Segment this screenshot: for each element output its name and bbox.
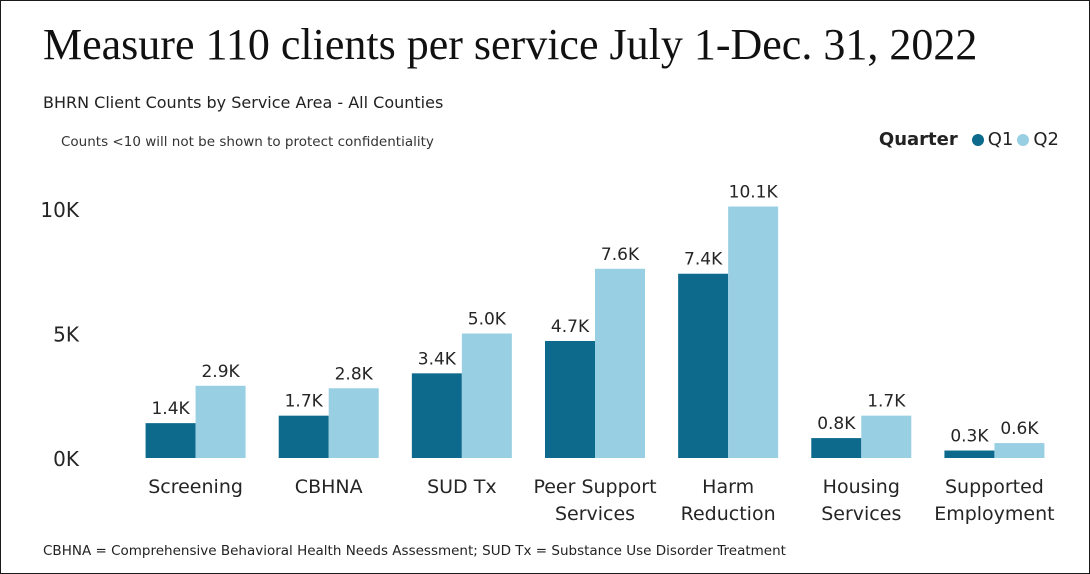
data-label-q1-0: 1.4K — [151, 399, 190, 419]
bar-q1-2 — [411, 373, 462, 458]
page-title: Measure 110 clients per service July 1-D… — [43, 20, 978, 69]
data-label-q1-4: 7.4K — [684, 250, 723, 270]
x-tick-label-3-0: Peer Support — [533, 476, 656, 498]
bar-q2-6 — [994, 443, 1045, 458]
footnote: CBHNA = Comprehensive Behavioral Health … — [43, 543, 786, 559]
legend-label-q1: Q1 — [987, 129, 1014, 150]
bar-q2-3 — [595, 268, 645, 458]
y-tick-label-1: 5K — [53, 323, 80, 347]
bar-q2-2 — [461, 333, 512, 458]
x-tick-label-0-0: Screening — [148, 476, 243, 498]
data-label-q1-2: 3.4K — [418, 349, 457, 369]
data-label-q2-1: 2.8K — [335, 364, 374, 384]
legend-swatch-q2 — [1017, 133, 1030, 146]
legend-item-q2: Q2 — [1017, 129, 1059, 150]
legend-item-q1: Q1 — [971, 129, 1014, 150]
legend-swatch-q1 — [971, 133, 984, 146]
data-label-q1-5: 0.8K — [817, 414, 856, 434]
data-label-q2-3: 7.6K — [601, 245, 640, 265]
data-label-q2-0: 2.9K — [201, 362, 240, 382]
x-tick-label-6-1: Employment — [934, 503, 1054, 525]
legend-label-q2: Q2 — [1033, 129, 1059, 150]
bar-q1-6 — [944, 450, 995, 458]
data-label-q2-5: 1.7K — [867, 392, 906, 412]
legend: Quarter Q1 Q2 — [879, 129, 1059, 150]
bar-q1-0 — [145, 423, 196, 458]
data-label-q2-2: 5.0K — [468, 310, 507, 330]
chart-subtitle: BHRN Client Counts by Service Area - All… — [43, 93, 444, 112]
bar-q2-4 — [728, 206, 779, 458]
bar-q2-0 — [195, 385, 246, 458]
data-label-q1-6: 0.3K — [950, 427, 989, 447]
data-label-q2-4: 10.1K — [729, 183, 779, 203]
x-tick-label-5-1: Services — [821, 503, 901, 525]
x-tick-label-4-1: Reduction — [681, 503, 776, 525]
x-tick-label-5-0: Housing — [823, 476, 900, 498]
y-tick-label-0: 0K — [53, 447, 80, 471]
x-tick-label-3-1: Services — [555, 503, 635, 525]
legend-title: Quarter — [878, 129, 958, 150]
bar-q1-5 — [811, 438, 862, 458]
data-label-q1-1: 1.7K — [285, 392, 324, 412]
x-tick-label-6-0: Supported — [945, 476, 1044, 498]
bar-q1-1 — [278, 415, 329, 458]
x-tick-label-1-0: CBHNA — [295, 476, 363, 498]
data-label-q2-6: 0.6K — [1000, 419, 1039, 439]
confidentiality-note: Counts <10 will not be shown to protect … — [61, 134, 434, 150]
x-tick-label-2-0: SUD Tx — [427, 476, 497, 498]
bar-q2-5 — [861, 415, 912, 458]
x-tick-label-4-0: Harm — [702, 476, 754, 498]
bar-q1-3 — [545, 340, 595, 458]
data-label-q1-3: 4.7K — [551, 317, 590, 337]
bar-q2-1 — [328, 388, 379, 458]
bar-q1-4 — [678, 273, 729, 458]
y-tick-label-2: 10K — [40, 198, 79, 222]
